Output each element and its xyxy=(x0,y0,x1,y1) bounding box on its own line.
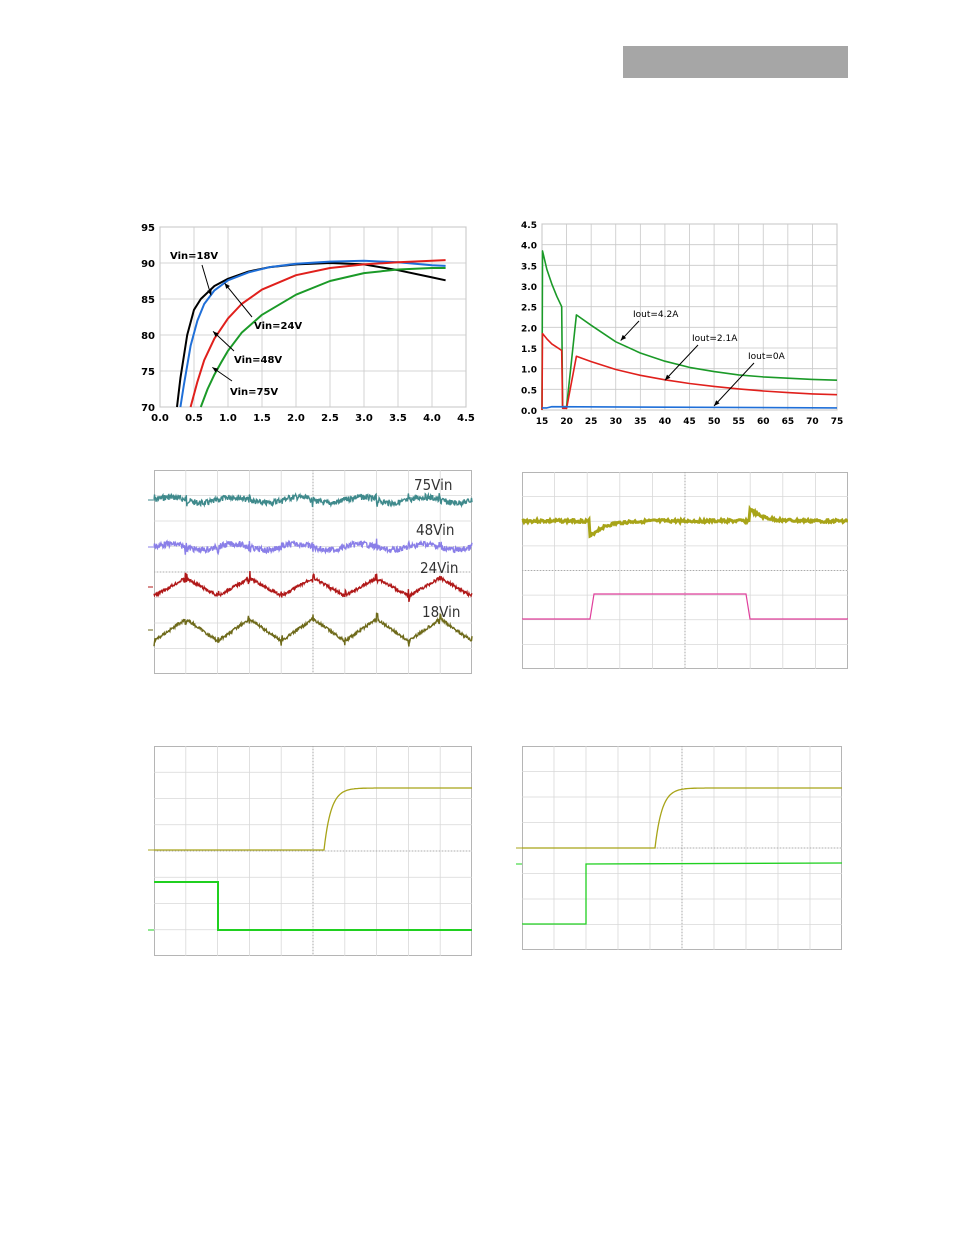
startup-scope-a xyxy=(148,744,478,958)
ripple-trace-2 xyxy=(153,570,473,603)
ripple-screen xyxy=(153,470,473,674)
scope-start-a-screen xyxy=(154,746,472,956)
decay-annotation-label: Iout=2.1A xyxy=(692,334,738,344)
ripple-trace-0 xyxy=(153,491,473,509)
y-tick-label: 2.0 xyxy=(521,324,537,334)
transient-scope xyxy=(516,470,848,675)
efficiency-chart: 0.0 0.5 1.0 1.5 2.0 2.5 3.0 3.5 4.0 4.5 70 75 80 85 90… xyxy=(130,215,480,435)
decay-annotation-2-arrowhead xyxy=(714,400,720,406)
x-tick-label: 60 xyxy=(757,417,770,427)
x-tick-label: 50 xyxy=(708,417,721,427)
scope-start-b-screen xyxy=(522,746,843,950)
ripple-trace-3 xyxy=(153,612,473,647)
transient-scope-svg xyxy=(521,472,848,669)
startup-scope-b-svg xyxy=(516,746,843,950)
x-tick-label: 55 xyxy=(732,417,745,427)
y-tick-label: 1.5 xyxy=(521,345,537,355)
y-tick-label: 0.0 xyxy=(521,407,537,417)
y-tick-label: 2.5 xyxy=(521,304,537,314)
x-tick-label: 25 xyxy=(585,417,598,427)
annotation-1-arrow xyxy=(224,282,253,318)
annotation-2-arrowhead xyxy=(213,331,219,337)
x-tick-label: 2.5 xyxy=(321,413,339,424)
transient-trace-voltage xyxy=(521,504,848,539)
scope-start-b-trace-signal xyxy=(522,862,843,925)
y-tick-label: 3.5 xyxy=(521,262,537,272)
y-tick-label: 4.5 xyxy=(521,221,537,231)
x-tick-label: 0.0 xyxy=(151,413,169,424)
x-tick-label: 1.0 xyxy=(219,413,237,424)
series-line-vin-75v xyxy=(199,267,446,408)
annotation-label: Vin=18V xyxy=(170,251,218,262)
header-bar xyxy=(623,46,848,78)
startup-scope-a-svg xyxy=(148,746,472,956)
series-line-vin-48v xyxy=(189,259,446,408)
transient-trace-current xyxy=(522,593,848,620)
x-tick-label: 1.5 xyxy=(253,413,271,424)
y-tick-label: 70 xyxy=(141,403,155,414)
x-tick-label: 45 xyxy=(683,417,696,427)
x-tick-label: 30 xyxy=(609,417,622,427)
annotation-1-arrowhead xyxy=(224,283,230,289)
x-tick-label: 40 xyxy=(659,417,672,427)
ripple-label-24vin: 24Vin xyxy=(420,559,458,577)
ripple-trace-1 xyxy=(153,538,473,556)
x-tick-label: 4.0 xyxy=(423,413,441,424)
x-tick-label: 4.5 xyxy=(457,413,475,424)
x-tick-label: 75 xyxy=(831,417,844,427)
ripple-label-48vin: 48Vin xyxy=(416,521,454,539)
ripple-scope-svg: 75Vin 48Vin 24Vin 18Vin xyxy=(148,470,473,674)
y-tick-label: 75 xyxy=(141,367,155,378)
decay-annotation-label: Iout=4.2A xyxy=(633,310,679,320)
annotation-0-arrowhead xyxy=(207,289,212,296)
ripple-label-75vin: 75Vin xyxy=(414,476,452,494)
annotation-label: Vin=24V xyxy=(254,321,302,332)
startup-scope-b xyxy=(516,744,848,954)
scope-start-a-trace-signal xyxy=(154,881,472,931)
series-line-iout-2-1a xyxy=(541,332,838,411)
decay-annotation-1-arrowhead xyxy=(664,374,671,381)
x-tick-label: 15 xyxy=(536,417,549,427)
y-tick-label: 1.0 xyxy=(521,366,537,376)
scope-start-b-trace-vout xyxy=(522,787,842,849)
x-tick-label: 70 xyxy=(806,417,819,427)
scope-start-a-trace-vout xyxy=(154,787,472,851)
transient-screen xyxy=(521,472,848,669)
y-tick-label: 80 xyxy=(141,331,155,342)
annotation-3-arrowhead xyxy=(212,367,219,373)
x-tick-label: 65 xyxy=(782,417,795,427)
annotation-label: Vin=48V xyxy=(234,355,282,366)
efficiency-chart-svg: 0.0 0.5 1.0 1.5 2.0 2.5 3.0 3.5 4.0 4.5 70 75 80 85 90… xyxy=(141,223,475,424)
x-tick-label: 3.5 xyxy=(389,413,407,424)
y-tick-label: 3.0 xyxy=(521,283,537,293)
x-tick-label: 3.0 xyxy=(355,413,373,424)
decay-annotation-label: Iout=0A xyxy=(748,352,786,362)
x-tick-label: 35 xyxy=(634,417,647,427)
x-tick-label: 20 xyxy=(560,417,573,427)
decay-annotation-0-arrowhead xyxy=(620,334,627,341)
x-tick-label: 0.5 xyxy=(185,413,203,424)
y-tick-label: 0.5 xyxy=(521,386,537,396)
decay-chart: 15 20 25 30 35 40 45 50 55 60 65 70 75 0.0 0.5 1.0 1.5 2.… xyxy=(508,212,853,437)
series-line-vin-24v xyxy=(179,259,446,408)
ripple-scope: 75Vin 48Vin 24Vin 18Vin xyxy=(148,470,478,675)
y-tick-label: 90 xyxy=(141,259,155,270)
series-line-iout-4-2a xyxy=(541,250,838,411)
series-line-iout-0a xyxy=(542,405,838,409)
plot-area xyxy=(159,226,467,408)
ripple-label-18vin: 18Vin xyxy=(422,603,460,621)
y-tick-label: 4.0 xyxy=(521,242,537,252)
y-tick-label: 95 xyxy=(141,223,155,234)
decay-annotation-1-arrow xyxy=(664,344,699,381)
y-tick-label: 85 xyxy=(141,295,155,306)
decay-chart-svg: 15 20 25 30 35 40 45 50 55 60 65 70 75 0.0 0.5 1.0 1.5 2.… xyxy=(521,221,844,427)
annotation-label: Vin=75V xyxy=(230,387,278,398)
x-tick-label: 2.0 xyxy=(287,413,305,424)
decay-annotation-2-arrow xyxy=(713,362,755,407)
